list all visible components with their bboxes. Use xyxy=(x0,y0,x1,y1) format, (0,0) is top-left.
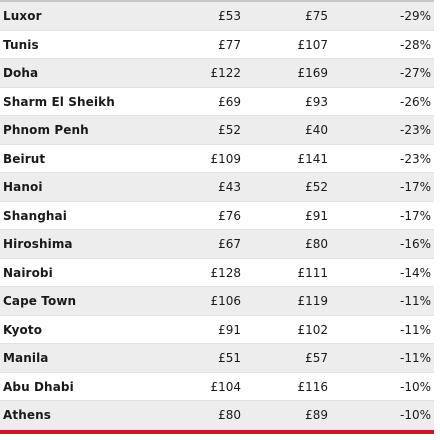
price-previous: £51 xyxy=(218,351,241,365)
price-previous: £104 xyxy=(210,379,241,394)
price-current: £91 xyxy=(305,208,328,223)
price-table: Luxor £53 £75 -29% Tunis £77 £107 -28% D… xyxy=(0,0,434,434)
price-previous: £80 xyxy=(218,408,241,422)
city-name: Shanghai xyxy=(3,208,67,223)
city-name: Sharm El Sheikh xyxy=(3,94,115,109)
city-name: Nairobi xyxy=(3,265,53,280)
price-current: £52 xyxy=(305,180,328,194)
percent-change: -14% xyxy=(399,265,431,280)
price-current: £107 xyxy=(297,37,328,52)
table-row: Athens £80 £89 -10% xyxy=(0,401,434,430)
percent-change: -27% xyxy=(399,66,431,80)
price-current: £93 xyxy=(305,94,328,109)
percent-change: -28% xyxy=(399,37,431,52)
city-name: Tunis xyxy=(3,37,39,52)
price-previous: £128 xyxy=(210,265,241,280)
table-row: Phnom Penh £52 £40 -23% xyxy=(0,116,434,145)
city-name: Kyoto xyxy=(3,322,43,337)
percent-change: -23% xyxy=(399,123,431,137)
table-body: Luxor £53 £75 -29% Tunis £77 £107 -28% D… xyxy=(0,2,434,430)
table-row: Shanghai £76 £91 -17% xyxy=(0,202,434,230)
table-row: Kyoto £91 £102 -11% xyxy=(0,316,434,344)
price-current: £116 xyxy=(297,379,328,394)
price-previous: £106 xyxy=(210,294,241,308)
percent-change: -26% xyxy=(399,94,431,109)
percent-change: -11% xyxy=(399,351,431,365)
percent-change: -17% xyxy=(399,180,431,194)
price-current: £141 xyxy=(297,151,328,166)
percent-change: -17% xyxy=(399,208,431,223)
price-previous: £77 xyxy=(218,37,241,52)
table-row: Hanoi £43 £52 -17% xyxy=(0,173,434,202)
city-name: Cape Town xyxy=(3,294,77,308)
city-name: Phnom Penh xyxy=(3,123,89,137)
table-row: Beirut £109 £141 -23% xyxy=(0,145,434,173)
city-name: Luxor xyxy=(3,9,42,23)
percent-change: -11% xyxy=(399,322,431,337)
price-current: £80 xyxy=(305,237,328,251)
price-current: £75 xyxy=(305,9,328,23)
table-row: Hiroshima £67 £80 -16% xyxy=(0,230,434,259)
city-name: Hiroshima xyxy=(3,237,73,251)
price-previous: £122 xyxy=(210,66,241,80)
top-divider xyxy=(0,0,434,2)
price-current: £40 xyxy=(305,123,328,137)
table-row: Tunis £77 £107 -28% xyxy=(0,31,434,59)
city-name: Manila xyxy=(3,351,49,365)
percent-change: -10% xyxy=(399,379,431,394)
percent-change: -23% xyxy=(399,151,431,166)
price-current: £102 xyxy=(297,322,328,337)
price-current: £169 xyxy=(297,66,328,80)
price-current: £111 xyxy=(297,265,328,280)
city-name: Doha xyxy=(3,66,39,80)
price-previous: £69 xyxy=(218,94,241,109)
price-current: £119 xyxy=(297,294,328,308)
price-previous: £67 xyxy=(218,237,241,251)
city-name: Athens xyxy=(3,408,51,422)
table-row: Luxor £53 £75 -29% xyxy=(0,2,434,31)
percent-change: -10% xyxy=(399,408,431,422)
city-name: Hanoi xyxy=(3,180,43,194)
table-row: Cape Town £106 £119 -11% xyxy=(0,287,434,316)
table-row: Abu Dhabi £104 £116 -10% xyxy=(0,373,434,401)
city-name: Beirut xyxy=(3,151,46,166)
price-previous: £52 xyxy=(218,123,241,137)
percent-change: -11% xyxy=(399,294,431,308)
table-row: Nairobi £128 £111 -14% xyxy=(0,259,434,287)
table-row: Manila £51 £57 -11% xyxy=(0,344,434,373)
price-previous: £53 xyxy=(218,9,241,23)
price-previous: £43 xyxy=(218,180,241,194)
price-current: £89 xyxy=(305,408,328,422)
table-row: Doha £122 £169 -27% xyxy=(0,59,434,88)
price-previous: £76 xyxy=(218,208,241,223)
percent-change: -29% xyxy=(399,9,431,23)
city-name: Abu Dhabi xyxy=(3,379,74,394)
price-current: £57 xyxy=(305,351,328,365)
bottom-accent-rule xyxy=(0,430,434,434)
price-previous: £109 xyxy=(210,151,241,166)
price-previous: £91 xyxy=(218,322,241,337)
percent-change: -16% xyxy=(399,237,431,251)
table-row: Sharm El Sheikh £69 £93 -26% xyxy=(0,88,434,116)
